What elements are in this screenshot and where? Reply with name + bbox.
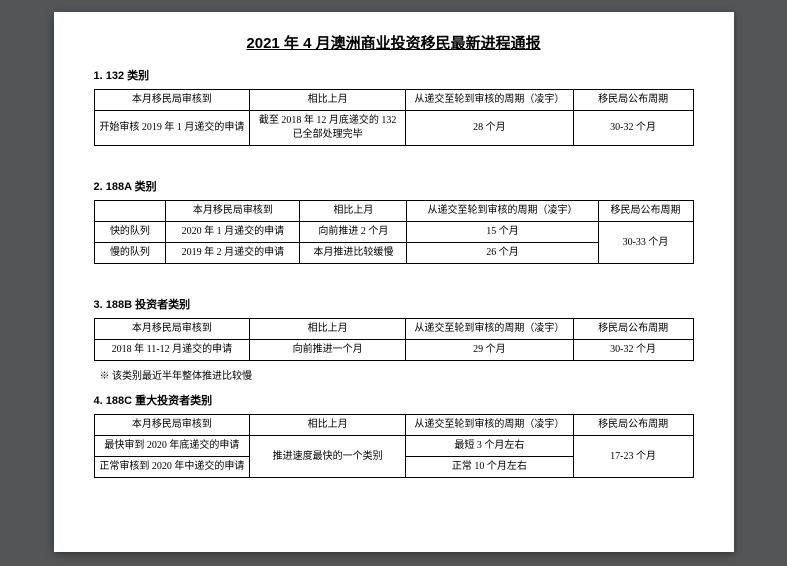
col-header: 移民局公布周期 — [573, 319, 693, 340]
cell: 30-32 个月 — [573, 111, 693, 146]
cell: 本月推进比较缓慢 — [300, 243, 407, 264]
cell: 向前推进 2 个月 — [300, 222, 407, 243]
cell: 向前推进一个月 — [250, 340, 406, 361]
col-header-empty — [94, 201, 166, 222]
cell: 开始审核 2019 年 1 月递交的申请 — [94, 111, 250, 146]
cell: 30-32 个月 — [573, 340, 693, 361]
cell: 正常审核到 2020 年中递交的申请 — [94, 457, 250, 478]
table-header-row: 本月移民局审核到 相比上月 从递交至轮到审核的周期（凌宇） 移民局公布周期 — [94, 90, 693, 111]
page-title: 2021 年 4 月澳洲商业投资移民最新进程通报 — [94, 32, 694, 53]
cell: 17-23 个月 — [573, 436, 693, 478]
cell: 正常 10 个月左右 — [405, 457, 573, 478]
table-row: 快的队列 2020 年 1 月递交的申请 向前推进 2 个月 15 个月 30-… — [94, 222, 693, 243]
cell: 截至 2018 年 12 月底递交的 132 已全部处理完毕 — [250, 111, 406, 146]
row-label: 慢的队列 — [94, 243, 166, 264]
cell: 2019 年 2 月递交的申请 — [166, 243, 300, 264]
cell: 推进速度最快的一个类别 — [250, 436, 406, 478]
section-132-label: 1. 132 类别 — [94, 67, 694, 83]
col-header: 相比上月 — [300, 201, 407, 222]
table-header-row: 本月移民局审核到 相比上月 从递交至轮到审核的周期（凌宇） 移民局公布周期 — [94, 319, 693, 340]
table-132: 本月移民局审核到 相比上月 从递交至轮到审核的周期（凌宇） 移民局公布周期 开始… — [94, 89, 694, 146]
table-header-row: 本月移民局审核到 相比上月 从递交至轮到审核的周期（凌宇） 移民局公布周期 — [94, 415, 693, 436]
table-188b: 本月移民局审核到 相比上月 从递交至轮到审核的周期（凌宇） 移民局公布周期 20… — [94, 318, 694, 361]
col-header: 相比上月 — [250, 319, 406, 340]
col-header: 本月移民局审核到 — [166, 201, 300, 222]
section-188a-label: 2. 188A 类别 — [94, 178, 694, 194]
section-188b-note: ※ 该类别最近半年整体推进比较慢 — [100, 367, 694, 382]
col-header: 从递交至轮到审核的周期（凌宇） — [405, 415, 573, 436]
cell: 15 个月 — [407, 222, 598, 243]
col-header: 从递交至轮到审核的周期（凌宇） — [405, 90, 573, 111]
cell: 最快审到 2020 年底递交的申请 — [94, 436, 250, 457]
cell: 28 个月 — [405, 111, 573, 146]
col-header: 移民局公布周期 — [598, 201, 693, 222]
table-188c: 本月移民局审核到 相比上月 从递交至轮到审核的周期（凌宇） 移民局公布周期 最快… — [94, 414, 694, 478]
col-header: 本月移民局审核到 — [94, 415, 250, 436]
cell: 2018 年 11-12 月递交的申请 — [94, 340, 250, 361]
col-header: 从递交至轮到审核的周期（凌宇） — [407, 201, 598, 222]
table-header-row: 本月移民局审核到 相比上月 从递交至轮到审核的周期（凌宇） 移民局公布周期 — [94, 201, 693, 222]
table-row: 开始审核 2019 年 1 月递交的申请 截至 2018 年 12 月底递交的 … — [94, 111, 693, 146]
col-header: 移民局公布周期 — [573, 415, 693, 436]
cell: 30-33 个月 — [598, 222, 693, 264]
table-row: 2018 年 11-12 月递交的申请 向前推进一个月 29 个月 30-32 … — [94, 340, 693, 361]
col-header: 相比上月 — [250, 415, 406, 436]
row-label: 快的队列 — [94, 222, 166, 243]
document-page: 2021 年 4 月澳洲商业投资移民最新进程通报 1. 132 类别 本月移民局… — [54, 12, 734, 552]
section-188b-label: 3. 188B 投资者类别 — [94, 296, 694, 312]
cell: 29 个月 — [405, 340, 573, 361]
table-188a: 本月移民局审核到 相比上月 从递交至轮到审核的周期（凌宇） 移民局公布周期 快的… — [94, 200, 694, 264]
table-row: 最快审到 2020 年底递交的申请 推进速度最快的一个类别 最短 3 个月左右 … — [94, 436, 693, 457]
col-header: 从递交至轮到审核的周期（凌宇） — [405, 319, 573, 340]
col-header: 本月移民局审核到 — [94, 319, 250, 340]
cell: 最短 3 个月左右 — [405, 436, 573, 457]
cell: 2020 年 1 月递交的申请 — [166, 222, 300, 243]
cell: 26 个月 — [407, 243, 598, 264]
col-header: 相比上月 — [250, 90, 406, 111]
col-header: 本月移民局审核到 — [94, 90, 250, 111]
section-188c-label: 4. 188C 重大投资者类别 — [94, 392, 694, 408]
col-header: 移民局公布周期 — [573, 90, 693, 111]
